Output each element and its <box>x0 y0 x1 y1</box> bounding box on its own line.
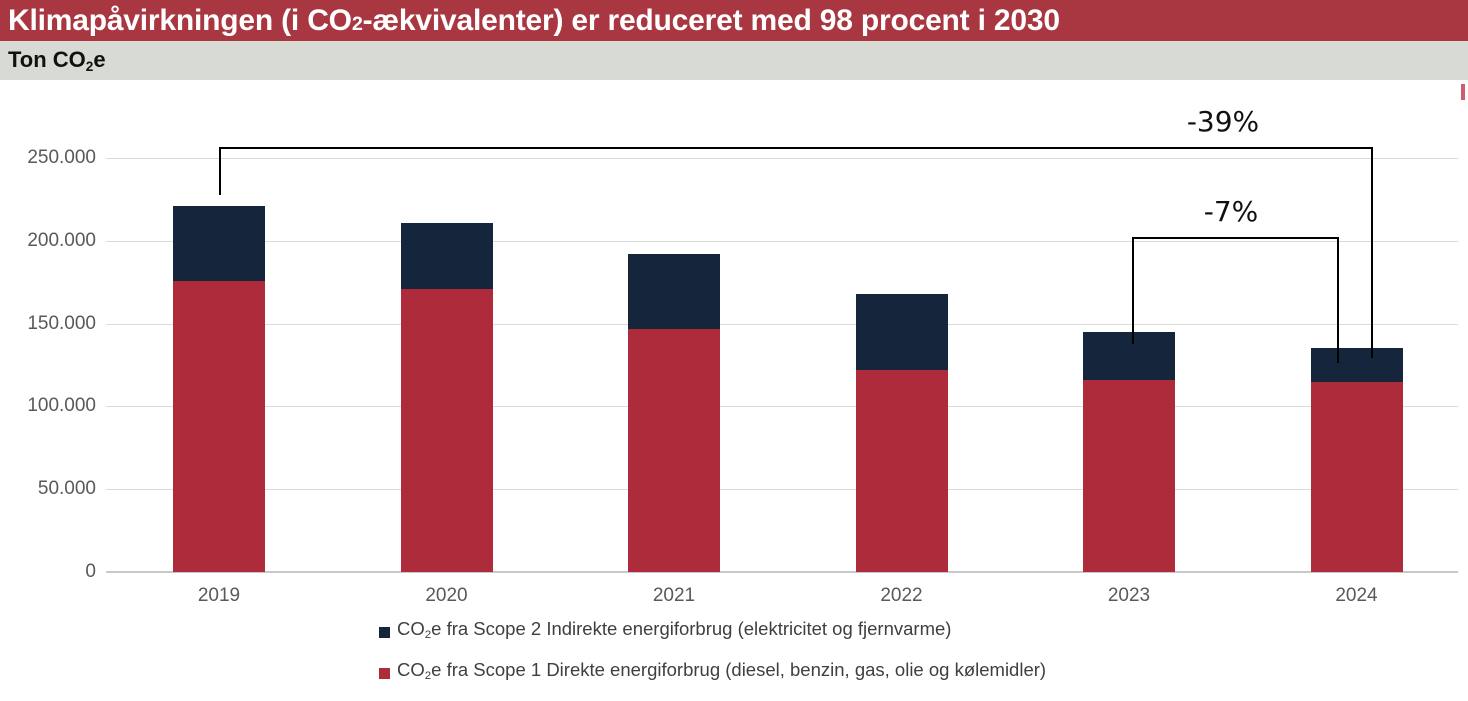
right-edge-artifact <box>1461 84 1465 100</box>
legend-label-part: 2 <box>424 670 432 683</box>
y-axis-title: Ton CO2e <box>0 47 106 74</box>
legend-label-part: e fra Scope 2 Indirekte energiforbrug (e… <box>431 618 952 639</box>
legend-label: CO2e fra Scope 2 Indirekte energiforbrug… <box>397 617 951 647</box>
page-title-post: -ækvivalenter) er reduceret med 98 proce… <box>362 3 1060 37</box>
bracket-line--39% <box>219 147 1373 149</box>
bar-segment-scope2-2020 <box>400 222 493 289</box>
bar-segment-scope1-2021 <box>628 328 720 572</box>
page-title-subscript: 2 <box>351 12 363 35</box>
bar-segment-scope2-2019 <box>173 206 265 281</box>
gridline <box>106 406 1458 408</box>
bracket-right-drop--39% <box>1371 147 1373 358</box>
bracket-right-drop--7% <box>1337 237 1339 363</box>
axis-title-bar: Ton CO2e <box>0 41 1468 80</box>
y-tick-label: 250.000 <box>27 147 96 168</box>
bar-segment-scope2-2022 <box>855 293 948 370</box>
bar-segment-scope2-2023 <box>1083 331 1175 380</box>
bar-segment-scope1-2020 <box>400 288 493 572</box>
bracket-left-drop--7% <box>1132 237 1134 344</box>
legend-label-part: e fra Scope 1 Direkte energiforbrug (die… <box>431 659 1047 681</box>
legend-swatch-scope2 <box>379 626 390 638</box>
x-axis-line <box>106 571 1458 573</box>
title-bar: Klimapåvirkningen (i CO2-ækvivalenter) e… <box>0 0 1468 41</box>
x-tick-label-2024: 2024 <box>1335 585 1378 606</box>
page-title: Klimapåvirkningen (i CO2-ækvivalenter) e… <box>0 4 1060 38</box>
bar-segment-scope1-2022 <box>855 369 948 572</box>
gridline <box>106 489 1458 491</box>
bar-segment-scope1-2024 <box>1310 381 1403 572</box>
legend-swatch-scope1 <box>379 667 390 679</box>
y-tick-label: 200.000 <box>27 229 96 251</box>
bar-segment-scope1-2023 <box>1083 379 1175 572</box>
y-axis-title-post: e <box>93 47 106 73</box>
bracket-left-drop--39% <box>219 147 221 195</box>
gridline <box>106 323 1458 325</box>
legend: CO2e fra Scope 2 Indirekte energiforbrug… <box>379 617 1046 688</box>
annotation-label--39%: -39% <box>1186 105 1260 138</box>
legend-label-part: CO <box>397 618 425 639</box>
y-tick-label: 100.000 <box>27 395 96 417</box>
x-tick-label-2019: 2019 <box>197 585 241 606</box>
page-title-pre: Klimapåvirkningen (i CO <box>8 3 352 37</box>
bracket-line--7% <box>1132 237 1339 239</box>
legend-label-part: CO <box>397 659 425 681</box>
y-axis-title-pre: Ton CO <box>8 47 86 73</box>
legend-label-part: 2 <box>424 629 432 642</box>
x-tick-label-2020: 2020 <box>425 585 468 606</box>
y-axis-title-subscript: 2 <box>85 58 94 74</box>
gridline <box>106 240 1458 242</box>
x-tick-label-2022: 2022 <box>880 585 923 606</box>
legend-item-scope2: CO2e fra Scope 2 Indirekte energiforbrug… <box>379 617 1046 647</box>
gridline <box>106 158 1458 159</box>
legend-label: CO2e fra Scope 1 Direkte energiforbrug (… <box>397 658 1046 688</box>
bar-segment-scope2-2021 <box>628 254 720 329</box>
bar-segment-scope2-2024 <box>1310 348 1403 382</box>
x-tick-label-2023: 2023 <box>1107 585 1151 606</box>
bar-segment-scope1-2019 <box>173 280 265 572</box>
annotation-label--7%: -7% <box>1203 195 1259 228</box>
y-tick-label: 150.000 <box>27 312 96 334</box>
y-tick-label: 50.000 <box>37 478 96 500</box>
y-tick-label: 0 <box>85 561 96 582</box>
x-tick-label-2021: 2021 <box>652 585 696 606</box>
legend-item-scope1: CO2e fra Scope 1 Direkte energiforbrug (… <box>379 658 1046 688</box>
